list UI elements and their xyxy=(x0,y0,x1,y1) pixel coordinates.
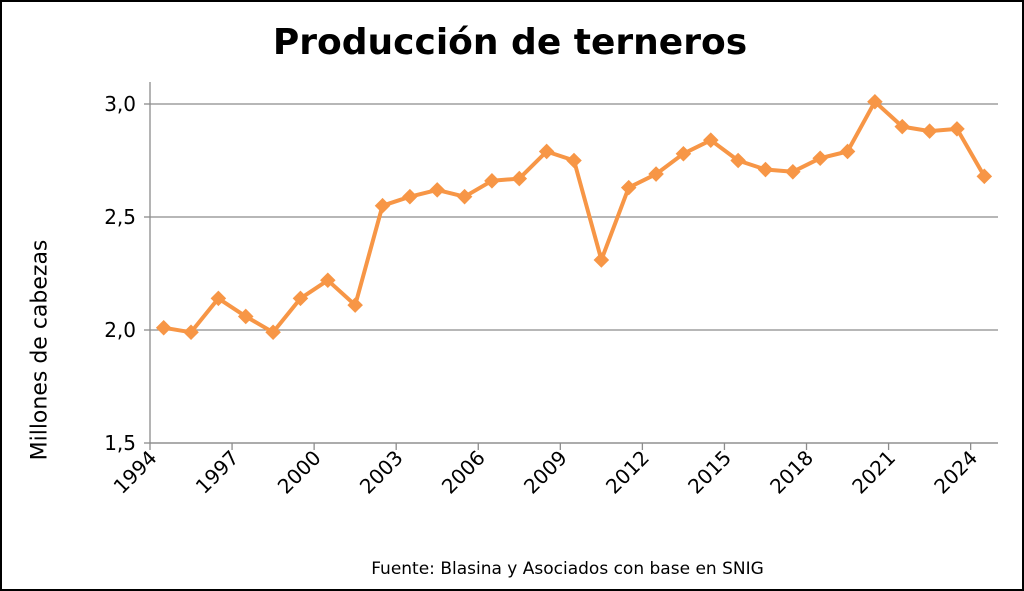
data-point-marker xyxy=(155,319,172,336)
data-point-marker xyxy=(237,308,254,325)
data-point-marker xyxy=(921,123,938,139)
data-point-marker xyxy=(675,145,692,162)
data-point-marker xyxy=(702,132,719,148)
y-tick-label: 2,0 xyxy=(104,318,136,342)
x-tick-label: 2018 xyxy=(765,446,818,499)
x-tick-label: 2024 xyxy=(929,446,982,499)
data-point-marker xyxy=(648,166,664,182)
y-tick-label: 1,5 xyxy=(104,431,136,455)
x-tick-label: 2012 xyxy=(601,446,654,499)
x-tick-label: 2003 xyxy=(355,446,408,499)
data-point-marker xyxy=(812,150,828,167)
data-point-marker xyxy=(511,170,528,187)
data-point-marker xyxy=(374,197,391,214)
data-point-marker xyxy=(210,290,227,307)
data-point-marker xyxy=(402,188,418,205)
x-tick-label: 2000 xyxy=(273,446,326,499)
data-point-marker xyxy=(484,173,500,189)
data-point-marker xyxy=(730,152,746,169)
y-tick-label: 2,5 xyxy=(104,205,136,229)
chart-source-note: Fuente: Blasina y Asociados con base en … xyxy=(371,559,764,579)
data-point-marker xyxy=(976,168,993,185)
x-tick-label: 1997 xyxy=(191,446,244,499)
data-point-marker xyxy=(566,152,582,169)
data-point-marker xyxy=(757,161,774,178)
data-point-marker xyxy=(839,143,856,160)
x-tick-label: 2015 xyxy=(683,446,736,499)
chart-title: Producción de terneros xyxy=(272,22,748,63)
data-point-marker xyxy=(183,324,199,341)
data-point-marker xyxy=(429,182,446,198)
data-point-marker xyxy=(785,164,801,180)
data-point-marker xyxy=(593,252,610,268)
x-tick-label: 2021 xyxy=(847,446,900,499)
data-point-marker xyxy=(620,179,637,196)
x-tick-label: 2009 xyxy=(519,446,572,499)
data-point-marker xyxy=(456,188,473,205)
y-tick-label: 3,0 xyxy=(104,92,136,116)
x-tick-label: 2006 xyxy=(437,446,490,499)
data-point-marker xyxy=(538,143,555,160)
